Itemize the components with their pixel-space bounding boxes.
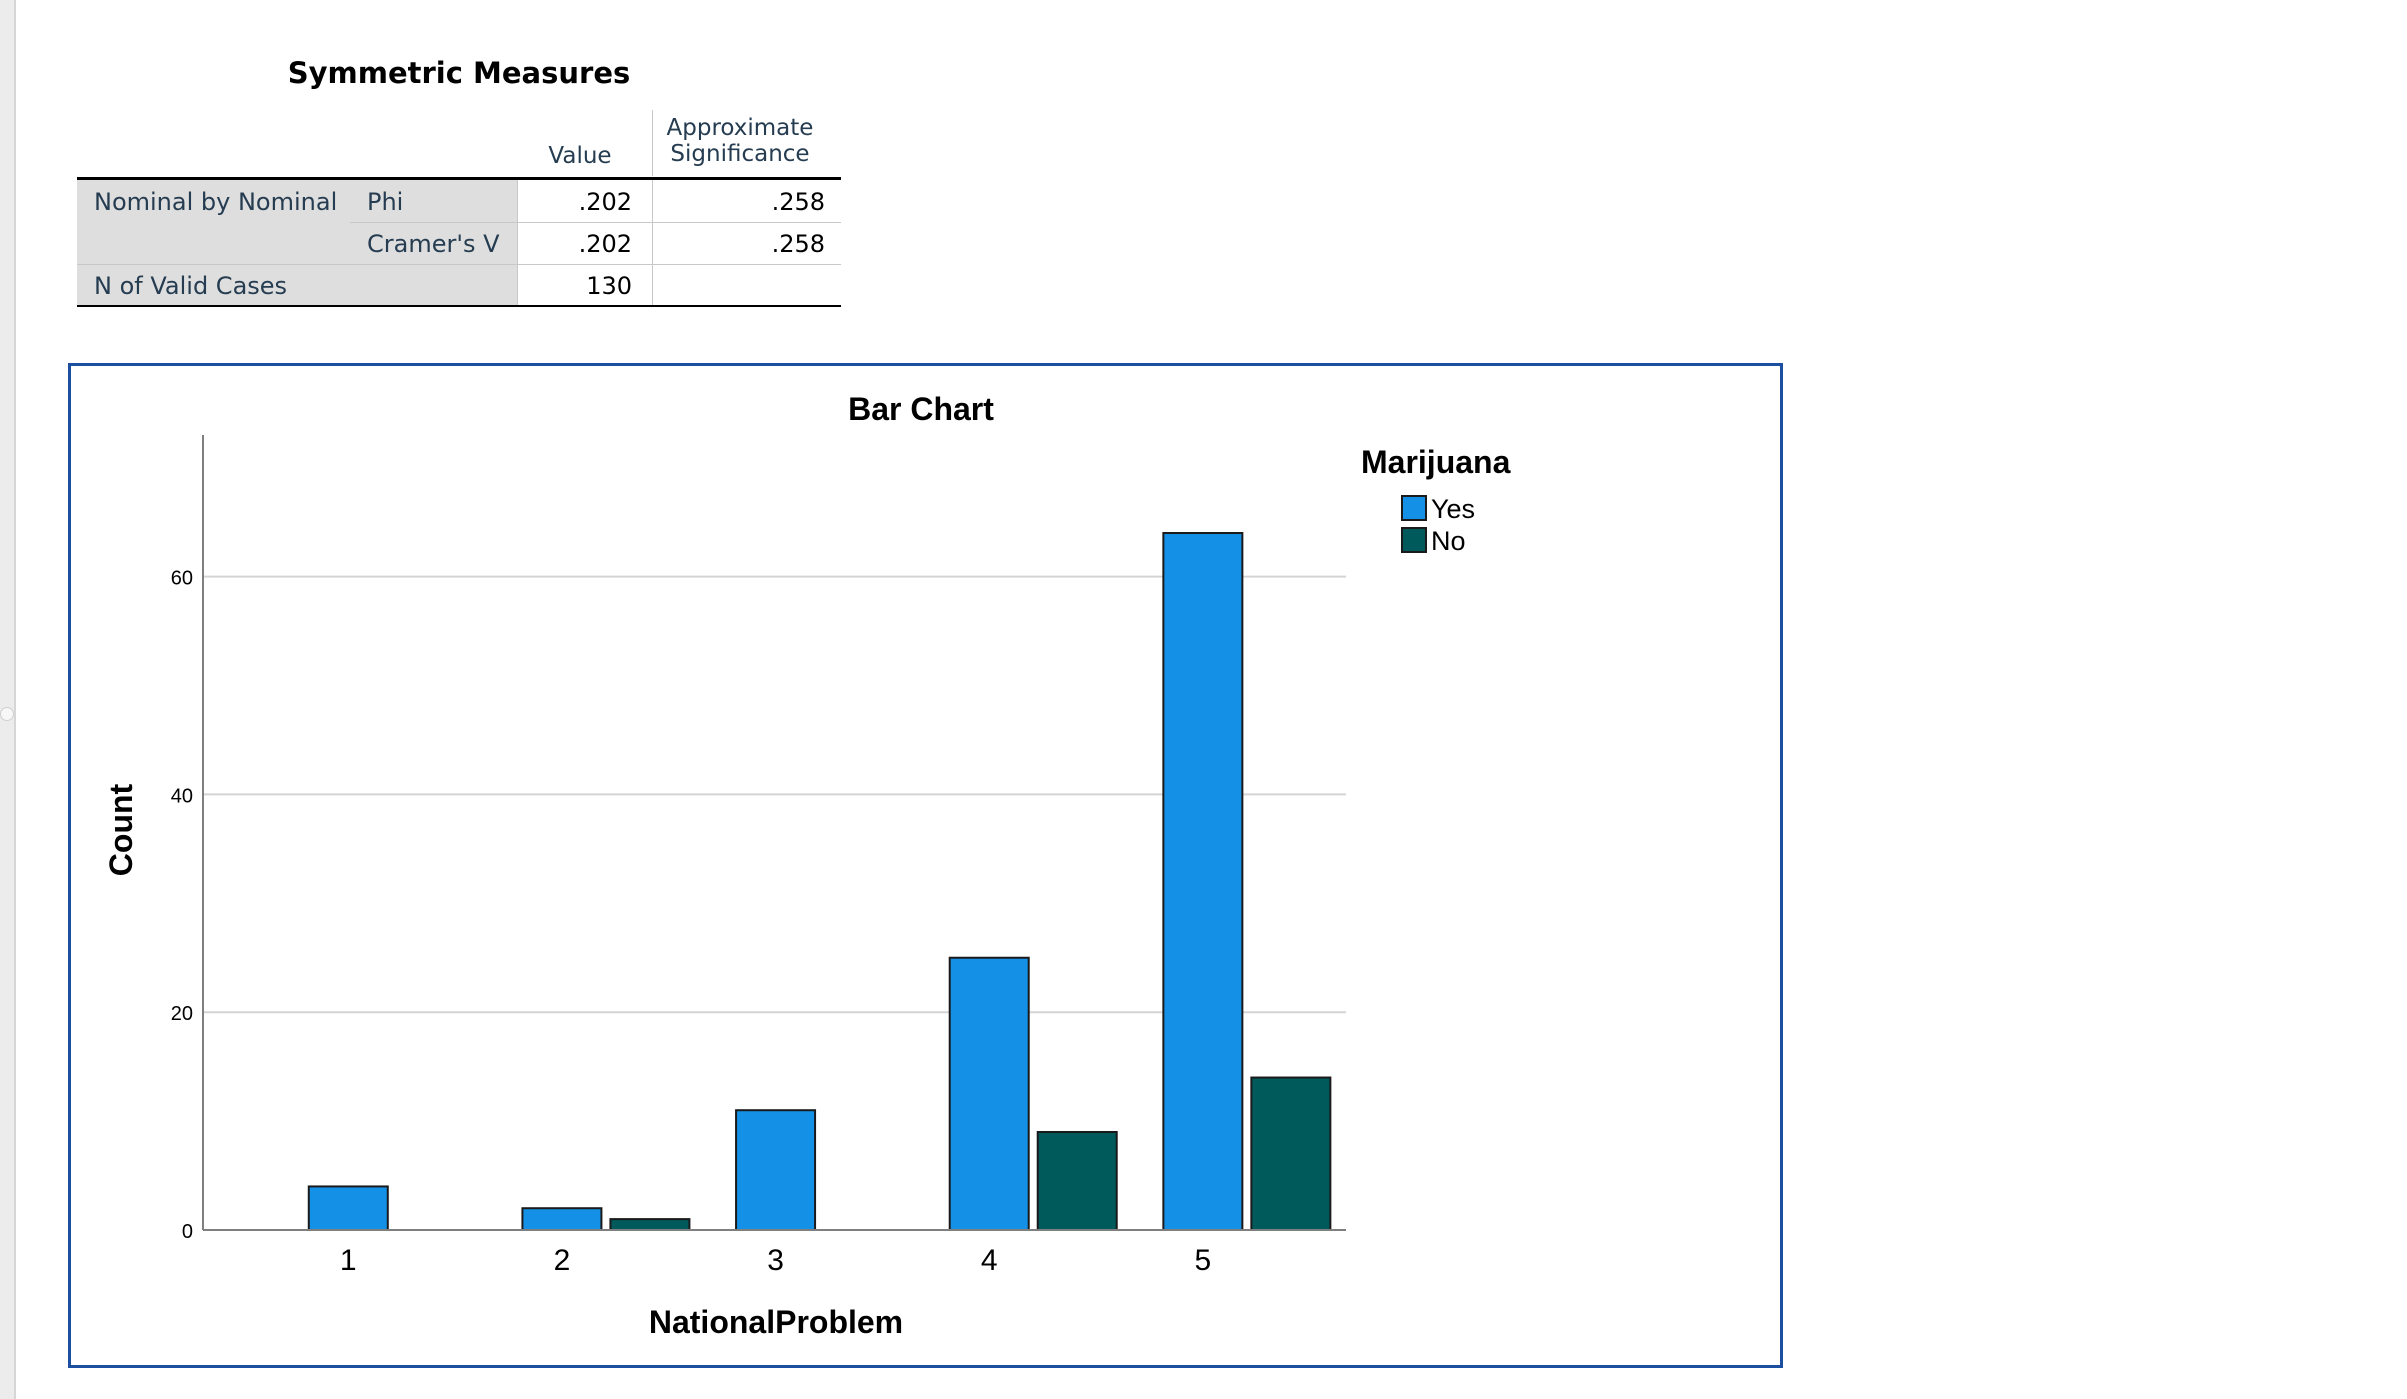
table-bottom-rule	[77, 305, 841, 307]
bar-yes-4	[948, 956, 1030, 1232]
col-divider-1	[517, 180, 518, 305]
x-tick-label-5: 5	[1195, 1244, 1212, 1277]
bar-no-4	[1036, 1130, 1118, 1232]
y-tick-label-20: 20	[171, 1003, 193, 1025]
cell-phi-significance: .258	[771, 188, 825, 216]
col-divider-2	[652, 180, 653, 305]
y-tick-labels: 0 20 40 60	[171, 568, 193, 1243]
bar-yes-2	[521, 1207, 603, 1232]
bar-no-2	[609, 1218, 691, 1232]
legend-title: Marijuana	[1361, 444, 1511, 480]
bar-yes-1	[307, 1185, 389, 1231]
legend-swatch-no	[1401, 527, 1427, 553]
legend-label-yes: Yes	[1431, 494, 1475, 524]
row-header-valid-bg	[350, 264, 517, 305]
x-tick-label-3: 3	[767, 1244, 784, 1277]
legend-swatch-yes	[1401, 495, 1427, 521]
cell-cramers-v-significance: .258	[771, 230, 825, 258]
column-header-significance-line1: Approximate	[666, 115, 814, 141]
x-tick-labels: 1 2 3 4 5	[340, 1244, 1211, 1277]
cell-valid-cases-value: 130	[586, 272, 632, 300]
row-divider-2	[77, 264, 841, 265]
column-header-value: Value	[548, 143, 612, 169]
row-header-group-bg	[77, 180, 350, 305]
cell-phi-value: .202	[578, 188, 632, 216]
left-panel-strip	[0, 0, 16, 1399]
row-divider-1	[350, 222, 841, 223]
row-label-valid-cases: N of Valid Cases	[94, 272, 288, 300]
cell-cramers-v-value: .202	[578, 230, 632, 258]
x-tick-label-2: 2	[554, 1244, 571, 1277]
y-tick-label-40: 40	[171, 785, 193, 807]
x-axis-title: NationalProblem	[649, 1304, 903, 1340]
y-tick-label-0: 0	[182, 1221, 193, 1243]
row-group-label: Nominal by Nominal	[94, 188, 338, 216]
x-tick-label-4: 4	[981, 1244, 998, 1277]
table-top-rule	[77, 177, 841, 180]
chart-title: Bar Chart	[848, 391, 994, 427]
splitter-handle[interactable]	[0, 707, 14, 721]
row-label-phi: Phi	[367, 188, 404, 216]
column-header-significance: Approximate Significance	[648, 115, 832, 167]
header-divider	[652, 110, 653, 176]
row-label-cramers-v: Cramer's V	[367, 230, 500, 258]
bar-no-5	[1250, 1076, 1332, 1232]
legend-label-no: No	[1431, 526, 1466, 556]
column-header-significance-line2: Significance	[670, 141, 810, 167]
y-tick-label-60: 60	[171, 568, 193, 590]
gridlines	[203, 575, 1346, 1014]
bar-yes-3	[735, 1109, 817, 1231]
y-axis-title: Count	[103, 783, 139, 876]
bar-yes-5	[1162, 532, 1244, 1231]
x-tick-label-1: 1	[340, 1244, 357, 1277]
bars	[307, 532, 1332, 1232]
table-title: Symmetric Measures	[287, 56, 631, 90]
